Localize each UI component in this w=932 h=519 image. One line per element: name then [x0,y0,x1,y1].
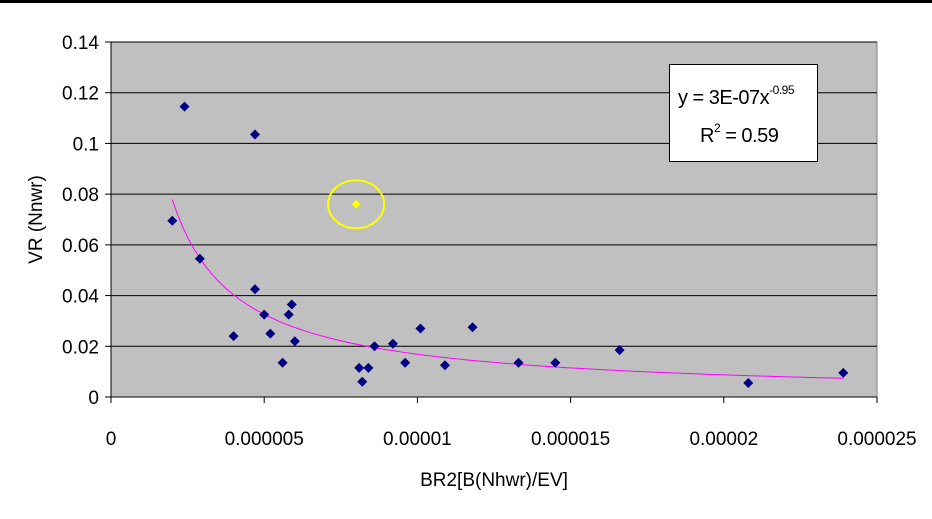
y-tick-label: 0.12 [62,84,99,105]
data-point [838,367,849,378]
data-point [467,322,478,333]
equation-text: y = 3E-07x-0.95 [678,84,795,110]
r-squared-value: = 0.59 [720,125,779,147]
equation-prefix: y = 3E-07x [678,87,770,109]
y-axis-label: VR (Nnwr) [26,175,47,264]
equation-exponent: -0.95 [769,83,795,97]
data-point [286,299,297,310]
data-point [513,357,524,368]
x-tick-label: 0.000015 [531,429,610,450]
data-point [283,309,294,320]
y-tick-label: 0.04 [62,287,99,308]
data-point [387,338,398,349]
data-point [250,129,261,140]
data-point [614,345,625,356]
data-point [289,336,300,347]
data-point [415,323,426,334]
highlight-circle [327,179,386,230]
data-point [179,101,190,112]
x-tick-label: 0.00002 [689,429,758,450]
data-point [265,328,276,339]
y-tick-label: 0 [88,388,99,409]
x-tick-label: 0 [106,429,117,450]
trendline [171,199,844,379]
data-point [277,357,288,368]
axes [105,41,878,403]
data-point [228,331,239,342]
data-point [250,284,261,295]
highlighted-point [351,199,361,209]
data-point [357,376,368,387]
data-point [400,357,411,368]
x-tick-label: 0.00001 [383,429,452,450]
data-point [167,215,178,226]
x-tick-labels: 0 0.000005 0.00001 0.000015 0.00002 0.000025 [106,429,917,450]
r-squared-exponent: 2 [713,121,721,135]
data-point [354,362,365,373]
top-border [0,0,932,3]
data-point [259,309,270,320]
highlighted-point-group [327,179,386,230]
x-tick-label: 0.000025 [837,429,916,450]
data-point [743,378,754,389]
x-axis-label: BR2[B(Nhwr)/EV] [420,470,568,491]
y-tick-labels: 0 0.02 0.04 0.06 0.08 0.1 0.12 0.14 [62,33,99,409]
trendline-equation-box: y = 3E-07x-0.95 R2 = 0.59 [669,64,818,162]
data-point [363,362,374,373]
x-tick-label: 0.000005 [225,429,304,450]
data-point [550,357,561,368]
r-squared-text: R2 = 0.59 [700,122,779,148]
y-tick-label: 0.1 [73,134,99,155]
data-points [167,101,849,389]
data-point [194,253,205,264]
data-point [369,341,380,352]
data-point [439,360,450,371]
y-tick-label: 0.02 [62,337,99,358]
y-tick-label: 0.14 [62,33,99,54]
gridlines [111,41,877,347]
r-squared-prefix: R [700,125,714,147]
y-tick-label: 0.08 [62,185,99,206]
y-tick-label: 0.06 [62,236,99,257]
